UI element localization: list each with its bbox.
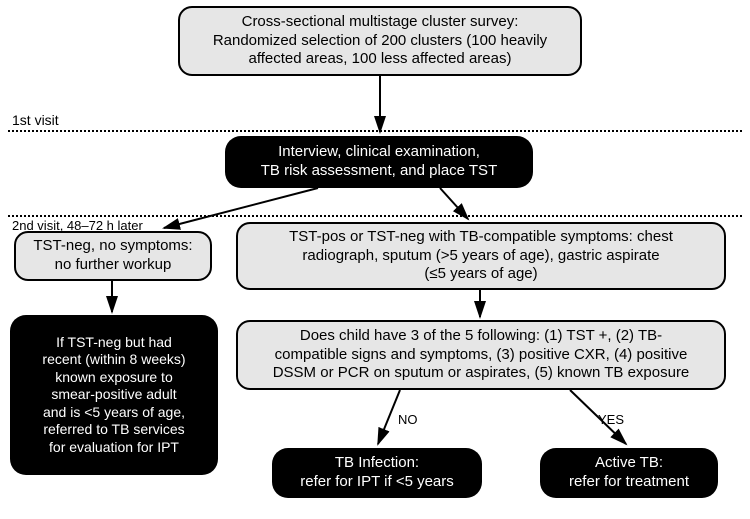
node-decision-criteria: Does child have 3 of the 5 following: (1… [236,320,726,390]
node-first-visit: Interview, clinical examination,TB risk … [225,136,533,188]
decision-no-label: NO [398,412,418,427]
divider-1 [8,130,742,132]
node-text: TB Infection:refer for IPT if <5 years [300,454,454,492]
node-ipt-referral: If TST-neg but hadrecent (within 8 weeks… [10,315,218,475]
edge-n6-n7 [378,390,400,444]
node-text: TST-neg, no symptoms:no further workup [33,237,192,275]
node-text: Interview, clinical examination,TB risk … [261,143,497,181]
node-text: If TST-neg but hadrecent (within 8 weeks… [42,334,185,457]
divider-1-label: 1st visit [12,112,59,128]
node-text: TST-pos or TST-neg with TB-compatible sy… [289,228,673,284]
node-text: Cross-sectional multistage cluster surve… [213,13,547,69]
divider-2 [8,215,742,217]
node-text: Does child have 3 of the 5 following: (1… [273,327,690,383]
decision-yes-label: YES [598,412,624,427]
node-tst-pos-workup: TST-pos or TST-neg with TB-compatible sy… [236,222,726,290]
flowchart-canvas: 1st visit 2nd visit, 48–72 h later NO YE… [0,0,750,519]
node-tst-neg-no-symptoms: TST-neg, no symptoms:no further workup [14,231,212,281]
node-tb-infection: TB Infection:refer for IPT if <5 years [272,448,482,498]
node-text: Active TB:refer for treatment [569,454,689,492]
node-survey-design: Cross-sectional multistage cluster surve… [178,6,582,76]
node-active-tb: Active TB:refer for treatment [540,448,718,498]
